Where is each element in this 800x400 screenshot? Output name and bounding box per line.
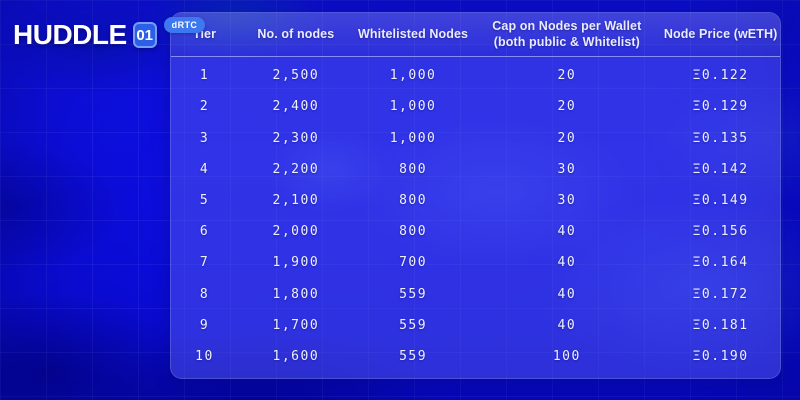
table-row: 1 2,500 1,000 20 Ξ0.122 bbox=[171, 60, 780, 91]
nodes-cell: 1,700 bbox=[272, 317, 320, 333]
tier-cell: 3 bbox=[199, 130, 210, 146]
drtc-badge: dRTC bbox=[163, 17, 206, 33]
nodes-cell: 2,300 bbox=[272, 130, 320, 146]
table-row: 8 1,800 559 40 Ξ0.172 bbox=[171, 278, 780, 309]
price-cell: Ξ0.172 bbox=[692, 286, 749, 302]
nodes-cell: 2,200 bbox=[272, 161, 320, 177]
table-row: 10 1,600 559 100 Ξ0.190 bbox=[171, 341, 780, 372]
whitelisted-cell: 559 bbox=[399, 348, 428, 364]
whitelisted-cell: 559 bbox=[399, 286, 428, 302]
tier-cell: 4 bbox=[199, 161, 210, 177]
column-header-nodes: No. of nodes bbox=[257, 26, 335, 41]
table-row: 9 1,700 559 40 Ξ0.181 bbox=[171, 310, 780, 341]
column-header-whitelisted: Whitelisted Nodes bbox=[358, 26, 469, 41]
price-cell: Ξ0.156 bbox=[692, 224, 749, 240]
cap-cell: 20 bbox=[557, 68, 577, 84]
nodes-cell: 1,900 bbox=[272, 255, 320, 271]
nodes-cell: 1,800 bbox=[272, 286, 320, 302]
table-row: 3 2,300 1,000 20 Ξ0.135 bbox=[171, 122, 780, 153]
cap-cell: 40 bbox=[557, 255, 577, 271]
table-header-row: Tier No. of nodes Whitelisted Nodes Cap … bbox=[171, 13, 780, 57]
whitelisted-cell: 800 bbox=[399, 192, 428, 208]
table-row: 6 2,000 800 40 Ξ0.156 bbox=[171, 216, 780, 247]
cap-cell: 30 bbox=[557, 192, 577, 208]
nodes-cell: 2,100 bbox=[272, 192, 320, 208]
nodes-cell: 2,500 bbox=[272, 68, 320, 84]
cap-cell: 20 bbox=[557, 130, 577, 146]
price-cell: Ξ0.142 bbox=[692, 161, 749, 177]
price-cell: Ξ0.122 bbox=[692, 68, 749, 84]
price-cell: Ξ0.135 bbox=[692, 130, 749, 146]
tier-cell: 1 bbox=[199, 68, 210, 84]
tier-cell: 8 bbox=[199, 286, 210, 302]
tier-cell: 6 bbox=[199, 224, 210, 240]
cap-cell: 30 bbox=[557, 161, 577, 177]
whitelisted-cell: 700 bbox=[399, 255, 428, 271]
logo-number: 01 bbox=[136, 26, 154, 44]
price-cell: Ξ0.181 bbox=[692, 317, 749, 333]
column-header-cap: Cap on Nodes per Wallet (both public & W… bbox=[492, 18, 642, 49]
brand-name: HUDDLE bbox=[13, 19, 127, 50]
table-body: 1 2,500 1,000 20 Ξ0.122 2 2,400 1,000 20… bbox=[171, 57, 780, 378]
node-pricing-table: Tier No. of nodes Whitelisted Nodes Cap … bbox=[170, 12, 781, 379]
nodes-cell: 2,000 bbox=[272, 224, 320, 240]
whitelisted-cell: 1,000 bbox=[389, 68, 437, 84]
table-row: 4 2,200 800 30 Ξ0.142 bbox=[171, 154, 780, 185]
tier-cell: 10 bbox=[195, 348, 214, 364]
table-row: 5 2,100 800 30 Ξ0.149 bbox=[171, 185, 780, 216]
table-row: 2 2,400 1,000 20 Ξ0.129 bbox=[171, 91, 780, 122]
column-header-price: Node Price (wETH) bbox=[663, 26, 778, 41]
whitelisted-cell: 1,000 bbox=[389, 130, 437, 146]
cap-cell: 40 bbox=[557, 224, 577, 240]
cap-cell: 40 bbox=[557, 317, 577, 333]
logo-number-box: 01 bbox=[132, 22, 157, 48]
cap-cell: 100 bbox=[552, 348, 581, 364]
whitelisted-cell: 800 bbox=[399, 224, 428, 240]
whitelisted-cell: 1,000 bbox=[389, 99, 437, 115]
price-cell: Ξ0.164 bbox=[692, 255, 749, 271]
tier-cell: 7 bbox=[199, 255, 210, 271]
tier-cell: 2 bbox=[199, 99, 210, 115]
tier-cell: 9 bbox=[199, 317, 210, 333]
price-cell: Ξ0.190 bbox=[692, 348, 749, 364]
nodes-cell: 2,400 bbox=[272, 99, 320, 115]
price-cell: Ξ0.149 bbox=[692, 192, 749, 208]
nodes-cell: 1,600 bbox=[272, 348, 320, 364]
price-cell: Ξ0.129 bbox=[692, 99, 749, 115]
table-row: 7 1,900 700 40 Ξ0.164 bbox=[171, 247, 780, 278]
whitelisted-cell: 559 bbox=[399, 317, 428, 333]
cap-cell: 20 bbox=[557, 99, 577, 115]
whitelisted-cell: 800 bbox=[399, 161, 428, 177]
tier-cell: 5 bbox=[199, 192, 210, 208]
huddle-logo: HUDDLE 01 dRTC bbox=[13, 16, 206, 50]
cap-cell: 40 bbox=[557, 286, 577, 302]
